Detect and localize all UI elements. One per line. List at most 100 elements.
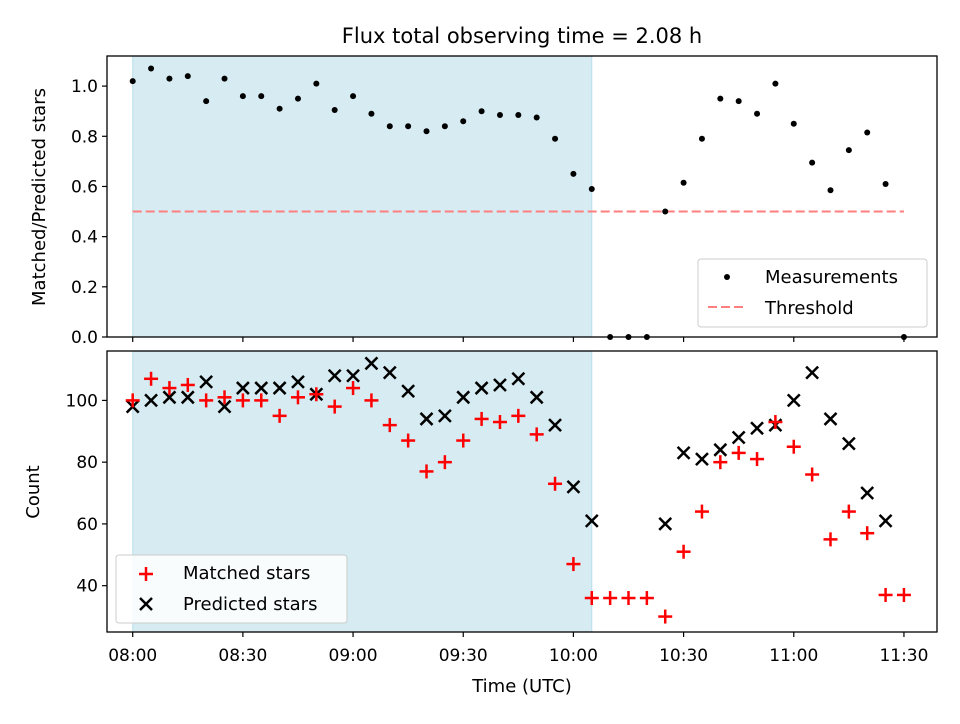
matched-star-point [878, 587, 893, 602]
top-y-tick-label: 0.2 [71, 278, 98, 298]
predicted-star-point [713, 442, 728, 457]
bottom-y-tick-label: 80 [76, 453, 98, 473]
predicted-star-point [805, 365, 820, 380]
matched-star-point [786, 439, 801, 454]
top-y-tick-label: 0.6 [71, 177, 98, 197]
matched-star-point [548, 476, 563, 491]
top-y-axis-ticks: 0.0 0.2 0.4 0.6 0.8 1.0 [71, 77, 107, 348]
predicted-star-point [327, 368, 342, 383]
predicted-star-point [272, 381, 287, 395]
top-shaded-region [132, 55, 593, 338]
legend-measurements-label: Measurements [765, 267, 898, 288]
x-tick-label: 11:30 [879, 646, 928, 666]
matched-star-point [768, 415, 783, 430]
measurement-point [350, 93, 357, 100]
top-y-tick-label: 0.8 [71, 127, 98, 147]
bottom-y-axis-label: Count [23, 465, 44, 518]
measurement-point [496, 111, 503, 118]
measurement-point [570, 170, 577, 177]
predicted-star-point [548, 418, 562, 432]
matched-star-point [584, 591, 599, 606]
predicted-star-point [529, 390, 544, 405]
measurement-point [331, 106, 338, 113]
predicted-star-point [841, 436, 856, 451]
legend-measurements-marker [724, 274, 730, 280]
matched-star-point [841, 504, 856, 519]
predicted-star-point [162, 390, 177, 405]
predicted-star-point [456, 390, 471, 405]
matched-star-point [603, 591, 618, 606]
measurement-point [203, 98, 210, 105]
x-tick-label: 09:00 [329, 646, 378, 666]
measurement-point [754, 110, 761, 117]
matched-star-point [492, 415, 507, 430]
matched-star-point [419, 464, 434, 479]
bottom-y-tick-label: 40 [76, 577, 98, 597]
predicted-star-point [860, 486, 875, 500]
measurement-points [129, 65, 907, 340]
predicted-star-point [658, 517, 673, 531]
matched-star-point [694, 504, 709, 519]
measurement-point [258, 93, 265, 100]
predicted-star-point [566, 479, 581, 494]
matched-star-point [364, 393, 379, 408]
predicted-star-point [254, 381, 269, 395]
top-y-axis-label: Matched/Predicted stars [29, 88, 50, 306]
predicted-star-point [437, 408, 452, 423]
matched-star-point [658, 609, 673, 624]
measurement-point [294, 95, 301, 102]
bottom-shaded-region [132, 350, 593, 633]
measurement-point [515, 111, 522, 118]
measurement-point [276, 105, 283, 112]
matched-star-point [731, 445, 746, 460]
measurement-point [827, 187, 834, 194]
matched-star-point [235, 393, 250, 408]
bottom-axes-frame [106, 350, 938, 633]
measurement-point [698, 135, 705, 142]
predicted-star-point [493, 378, 507, 392]
matched-star-point [217, 390, 232, 405]
measurement-point [588, 185, 595, 192]
predicted-star-point [695, 452, 709, 466]
top-legend: Measurements Threshold [697, 258, 928, 328]
predicted-star-point [291, 374, 305, 389]
matched-stars-points [125, 371, 911, 624]
legend-threshold-label: Threshold [764, 298, 854, 319]
predicted-star-point [180, 390, 195, 405]
measurement-point [368, 110, 375, 117]
top-y-tick-label: 1.0 [71, 77, 98, 97]
top-legend-frame [697, 258, 928, 328]
predicted-star-point [731, 430, 746, 445]
predicted-star-point [786, 393, 801, 408]
top-x-axis-ticks [132, 337, 905, 342]
matched-star-point [290, 390, 305, 405]
x-tick-label: 10:30 [659, 646, 708, 666]
measurement-point [148, 65, 155, 72]
measurement-point [184, 73, 191, 80]
predicted-star-point [364, 356, 379, 371]
matched-star-point [162, 381, 177, 396]
predicted-star-point [823, 412, 838, 426]
matched-star-point [474, 411, 489, 426]
matched-star-point [437, 455, 452, 470]
measurement-point [166, 75, 173, 82]
predicted-star-point [584, 513, 599, 528]
measurement-point [313, 80, 320, 87]
predicted-star-point [750, 421, 764, 436]
bottom-y-tick-label: 60 [76, 515, 98, 535]
x-tick-label: 08:00 [108, 646, 157, 666]
legend-matched-label: Matched stars [183, 563, 310, 584]
x-tick-label: 11:00 [769, 646, 818, 666]
bottom-y-axis-ticks: 40 60 80 100 [66, 391, 107, 597]
measurement-point [478, 108, 485, 115]
matched-star-point [713, 455, 728, 470]
matched-star-point [896, 587, 911, 602]
matched-star-point [860, 526, 875, 541]
predicted-star-point [382, 365, 397, 380]
matched-star-point [823, 532, 838, 547]
matched-star-point [676, 544, 691, 559]
measurement-point [423, 128, 430, 135]
predicted-star-point [676, 446, 691, 460]
matched-star-point [125, 393, 140, 408]
top-y-tick-label: 0.4 [71, 228, 98, 248]
